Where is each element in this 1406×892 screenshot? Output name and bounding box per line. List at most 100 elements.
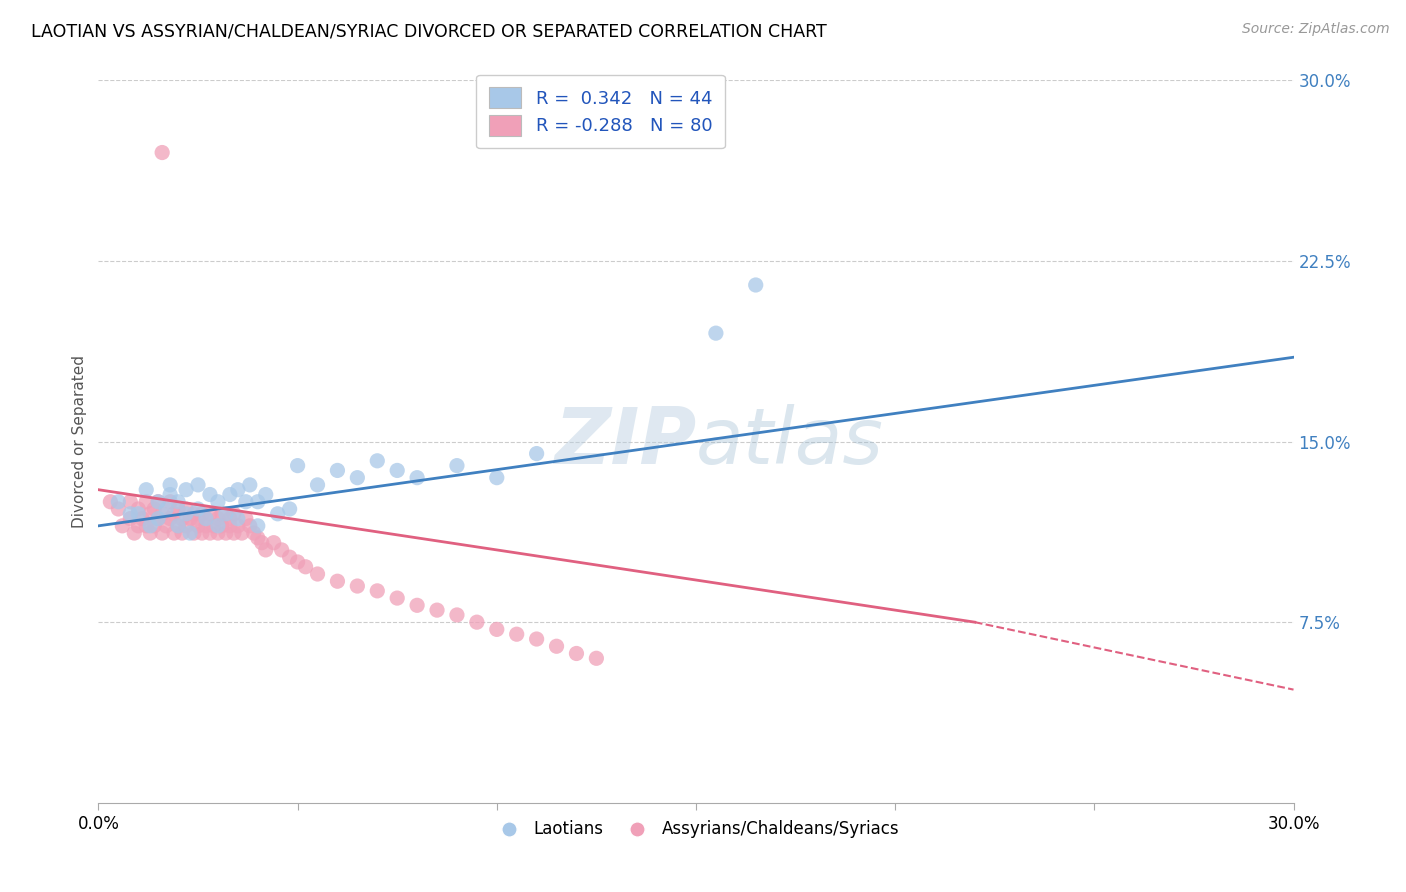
Point <box>120 494 142 508</box>
Point <box>172 511 194 525</box>
Point <box>167 518 190 533</box>
Point <box>179 511 201 525</box>
Point <box>219 511 242 525</box>
Point <box>254 542 277 557</box>
Point <box>263 535 285 549</box>
Point <box>202 518 225 533</box>
Point <box>174 502 197 516</box>
Point <box>226 511 249 525</box>
Point <box>745 277 768 292</box>
Point <box>195 511 218 525</box>
Point <box>155 518 177 533</box>
Point <box>148 511 170 525</box>
Point <box>254 487 277 501</box>
Point <box>207 518 229 533</box>
Point <box>246 494 269 508</box>
Point <box>211 518 233 533</box>
Point <box>139 518 162 533</box>
Point <box>127 502 149 516</box>
Point <box>195 511 218 525</box>
Point <box>704 326 727 340</box>
Point <box>485 623 508 637</box>
Point <box>326 463 349 477</box>
Point <box>148 494 170 508</box>
Point <box>150 507 173 521</box>
Point <box>278 502 301 516</box>
Point <box>250 535 273 549</box>
Point <box>174 518 197 533</box>
Point <box>135 494 157 508</box>
Point <box>135 483 157 497</box>
Point <box>235 494 257 508</box>
Point <box>183 507 205 521</box>
Point <box>159 511 181 525</box>
Point <box>139 507 162 521</box>
Point <box>198 487 221 501</box>
Point <box>406 470 429 484</box>
Point <box>135 518 157 533</box>
Point <box>195 518 218 533</box>
Point <box>585 651 607 665</box>
Point <box>187 518 209 533</box>
Point <box>366 583 388 598</box>
Point <box>155 502 177 516</box>
Point <box>222 507 245 521</box>
Point <box>124 526 146 541</box>
Text: Source: ZipAtlas.com: Source: ZipAtlas.com <box>1241 22 1389 37</box>
Point <box>267 507 290 521</box>
Point <box>211 507 233 521</box>
Point <box>127 507 149 521</box>
Point <box>207 526 229 541</box>
Point <box>231 526 253 541</box>
Point <box>246 518 269 533</box>
Point <box>546 639 568 653</box>
Point <box>167 494 190 508</box>
Point <box>172 526 194 541</box>
Point <box>174 483 197 497</box>
Point <box>150 145 173 160</box>
Point <box>163 526 186 541</box>
Point <box>187 502 209 516</box>
Point <box>526 446 548 460</box>
Point <box>98 494 122 508</box>
Point <box>143 502 166 516</box>
Point <box>148 494 170 508</box>
Point <box>446 458 468 473</box>
Point <box>226 483 249 497</box>
Point <box>111 518 134 533</box>
Text: atlas: atlas <box>696 403 884 480</box>
Point <box>485 470 508 484</box>
Point <box>287 458 309 473</box>
Point <box>187 478 209 492</box>
Legend: Laotians, Assyrians/Chaldeans/Syriacs: Laotians, Assyrians/Chaldeans/Syriacs <box>485 814 907 845</box>
Point <box>107 502 129 516</box>
Point <box>307 567 329 582</box>
Point <box>385 463 409 477</box>
Point <box>239 478 262 492</box>
Point <box>174 507 197 521</box>
Point <box>120 511 142 525</box>
Point <box>191 526 214 541</box>
Point <box>235 511 257 525</box>
Y-axis label: Divorced or Separated: Divorced or Separated <box>72 355 87 528</box>
Point <box>179 526 201 541</box>
Point <box>243 526 266 541</box>
Point <box>219 518 242 533</box>
Point <box>143 518 166 533</box>
Point <box>139 526 162 541</box>
Point <box>167 502 190 516</box>
Point <box>222 526 245 541</box>
Point <box>207 511 229 525</box>
Point <box>526 632 548 646</box>
Point <box>219 487 242 501</box>
Point <box>506 627 529 641</box>
Point <box>270 542 292 557</box>
Point <box>346 579 368 593</box>
Point <box>215 507 238 521</box>
Point <box>167 518 190 533</box>
Point <box>131 511 153 525</box>
Point <box>198 507 221 521</box>
Point <box>246 531 269 545</box>
Point <box>215 526 238 541</box>
Point <box>159 494 181 508</box>
